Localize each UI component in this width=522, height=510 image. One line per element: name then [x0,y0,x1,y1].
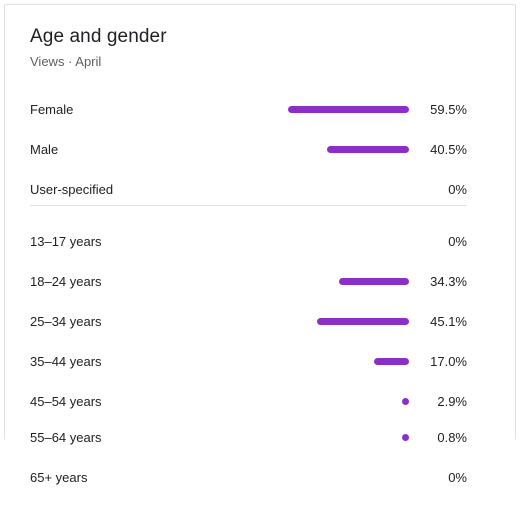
age-label: 25–34 years [30,314,102,329]
age-row: 18–24 years 34.3% [30,272,467,292]
age-label: 18–24 years [30,274,102,289]
gender-row: User-specified 0% [30,180,467,200]
age-row: 65+ years 0% [30,468,467,488]
age-label: 35–44 years [30,354,102,369]
gender-row: Female 59.5% [30,100,467,120]
gender-bar [288,106,409,113]
age-label: 13–17 years [30,234,102,249]
age-row: 55–64 years 0.8% [30,428,467,448]
age-value: 0% [448,234,467,249]
gender-label: User-specified [30,182,114,197]
age-bar-track [287,318,409,325]
gender-row: Male 40.5% [30,140,467,160]
age-bar [374,358,409,365]
gender-bar [326,146,409,153]
age-bar [317,318,409,325]
age-value: 34.3% [430,274,467,289]
age-bar-track [287,278,409,285]
age-row: 35–44 years 17.0% [30,352,467,372]
gender-bar-track [287,146,409,153]
gender-label: Female [30,102,74,117]
age-bar [402,434,409,441]
age-value: 2.9% [437,394,467,409]
age-label: 65+ years [30,470,88,485]
age-bar-track [287,398,409,405]
gender-value: 0% [448,182,467,197]
age-row: 25–34 years 45.1% [30,312,467,332]
age-label: 55–64 years [30,430,102,445]
age-bar [339,278,409,285]
age-value: 45.1% [430,314,467,329]
age-bar-track [287,434,409,441]
age-label: 45–54 years [30,394,102,409]
age-row: 13–17 years 0% [30,232,467,252]
age-value: 17.0% [430,354,467,369]
age-value: 0% [448,470,467,485]
age-bar-track [287,358,409,365]
card-subtitle: Views · April [30,54,102,69]
age-bar [402,398,409,405]
card-title: Age and gender [30,26,167,47]
age-row: 45–54 years 2.9% [30,392,467,412]
section-divider [30,205,467,206]
gender-value: 40.5% [430,142,467,157]
gender-label: Male [30,142,59,157]
gender-value: 59.5% [430,102,467,117]
age-gender-card [4,4,516,440]
age-value: 0.8% [437,430,467,445]
gender-bar-track [287,106,409,113]
